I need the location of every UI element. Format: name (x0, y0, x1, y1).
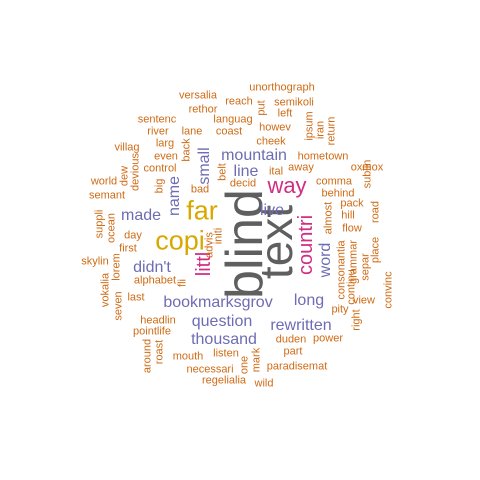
word-small: small (196, 147, 213, 185)
word-pointlife: pointlife (133, 325, 171, 338)
word-convinc: convinc (382, 271, 395, 309)
word-made: made (120, 207, 162, 224)
word-listen: listen (213, 347, 239, 360)
word-pity: pity (331, 303, 349, 316)
word-advis: advis (203, 232, 216, 258)
word-semikoli: semikoli (274, 96, 314, 109)
word-way: way (267, 173, 307, 198)
word-one: one (238, 355, 251, 375)
word-wild: wild (254, 377, 274, 390)
word-villag: villag (114, 141, 140, 154)
word-left: left (277, 107, 293, 120)
word-part: part (283, 345, 303, 358)
word-name: name (166, 175, 183, 217)
word-behind: behind (321, 187, 355, 200)
word-bookmarksgrov: bookmarksgrov (163, 294, 273, 311)
word-lorem: lorem (110, 253, 123, 281)
word-vokalia: vokalia (99, 272, 112, 308)
word-first: first (119, 242, 137, 255)
word-reach: reach (225, 95, 253, 108)
word-world: world (90, 175, 118, 188)
word-seven: seven (112, 291, 125, 321)
word-mark: mark (250, 347, 263, 373)
word-separ: separ (359, 253, 372, 281)
word-power: power (313, 332, 343, 345)
word-hill: hill (341, 209, 355, 222)
word-oxmox: oxmox (350, 161, 384, 174)
word-back: back (180, 138, 193, 162)
word-rewritten: rewritten (270, 317, 332, 334)
word-around: around (141, 338, 154, 374)
word-copi: copi (155, 225, 205, 256)
word-return: return (325, 116, 338, 146)
word-fli: fli (176, 279, 189, 287)
word-comma: comma (315, 175, 353, 188)
word-big: big (153, 178, 166, 194)
word-lane: lane (181, 125, 203, 138)
word-pack: pack (340, 197, 364, 210)
word-far: far (186, 195, 218, 226)
word-skylin: skylin (81, 255, 109, 268)
word-cheek: cheek (256, 135, 286, 148)
word-thousand: thousand (191, 331, 257, 348)
word-word: word (317, 242, 334, 278)
word-last: last (127, 291, 145, 304)
word-paradisemat: paradisemat (266, 360, 328, 373)
word-even: even (154, 150, 178, 163)
word-long: long (293, 292, 325, 309)
word-river: river (147, 125, 169, 138)
word-coast: coast (215, 125, 243, 138)
word-ital: ital (268, 165, 284, 178)
word-devious: devious (129, 153, 142, 191)
word-live: live (259, 202, 285, 219)
word-flow: flow (342, 222, 362, 235)
word-almost: almost (322, 201, 335, 235)
word-alphabet: alphabet (133, 274, 177, 287)
word-countri: countri (295, 214, 317, 276)
word-didnt: didn't (133, 259, 171, 276)
word-sentenc: sentenc (137, 113, 177, 126)
word-away: away (288, 161, 314, 174)
word-roast: roast (153, 339, 166, 365)
word-mouth: mouth (172, 350, 204, 363)
word-larg: larg (155, 137, 175, 150)
word-duden: duden (275, 333, 307, 346)
word-hometown: hometown (297, 150, 349, 163)
word-place: place (369, 236, 382, 264)
word-necessari: necessari (186, 363, 234, 376)
word-road: road (369, 200, 382, 224)
word-view: view (352, 294, 376, 307)
word-regelialia: regelialia (201, 374, 247, 387)
word-question: question (191, 313, 253, 330)
word-mountain: mountain (221, 147, 287, 164)
word-unorthograph: unorthograph (249, 81, 315, 94)
word-howev: howev (259, 121, 291, 134)
word-right: right (350, 309, 363, 331)
word-headlin: headlin (140, 314, 176, 327)
word-control: control (143, 162, 177, 175)
word-suppli: suppli (93, 209, 106, 239)
word-ocean: ocean (105, 213, 118, 243)
word-day: day (124, 229, 142, 242)
word-belt: belt (216, 163, 229, 181)
word-versalia: versalia (179, 89, 217, 102)
word-rethor: rethor (188, 103, 218, 116)
word-semant: semant (88, 189, 126, 202)
word-decid: decid (229, 177, 257, 190)
word-put: put (255, 100, 268, 116)
word-languag: languag (213, 113, 253, 126)
word-line: line (233, 163, 259, 180)
word-bad: bad (190, 183, 210, 196)
